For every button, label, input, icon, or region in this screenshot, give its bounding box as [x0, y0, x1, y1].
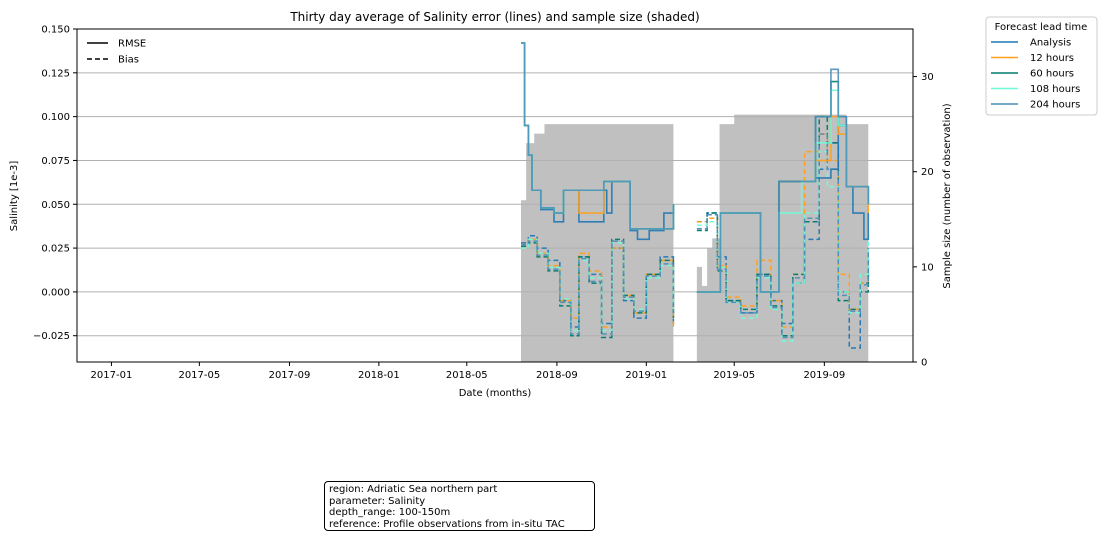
series-legend: Forecast lead time Analysis 12 hours 60 hou…	[985, 16, 1098, 116]
x-tick-label: 2017-05	[178, 370, 220, 381]
legend-label: 204 hours	[1030, 100, 1080, 111]
legend-label: 60 hours	[1030, 69, 1074, 80]
x-axis: 2017-01 2017-05 2017-09 2018-01 2018-05 2018-…	[91, 362, 845, 381]
y-axis: −0.025 0.000 0.025 0.050 0.075 0.100 0.125 0.15…	[33, 25, 77, 342]
y2-tick-label: 0	[921, 358, 927, 369]
y2-tick-label: 20	[921, 167, 934, 178]
x-tick-label: 2018-01	[358, 370, 400, 381]
y-tick-label: 0.000	[41, 287, 70, 298]
y-tick-label: 0.025	[41, 244, 70, 255]
x-tick-label: 2017-01	[91, 370, 133, 381]
y-tick-label: −0.025	[33, 331, 70, 342]
style-legend-label: Bias	[118, 55, 139, 66]
y-axis-label: Salinity [1e-3]	[9, 161, 20, 232]
chart-title: Thirty day average of Salinity error (li…	[289, 10, 699, 24]
legend-label: Analysis	[1030, 38, 1071, 49]
x-tick-label: 2019-01	[625, 370, 667, 381]
x-tick-label: 2018-09	[536, 370, 578, 381]
info-box: region: Adriatic Sea northern part param…	[324, 481, 595, 531]
info-depth: depth_range: 100-150m	[329, 507, 451, 519]
sample-size-block	[521, 124, 674, 363]
x-tick-label: 2019-05	[713, 370, 755, 381]
legend-title: Forecast lead time	[995, 22, 1088, 33]
y-tick-label: 0.050	[41, 200, 70, 211]
legend-label: 12 hours	[1030, 53, 1074, 64]
y2-axis-label: Sample size (number of observation)	[942, 103, 953, 288]
axes-frame	[76, 28, 914, 363]
y2-tick-label: 30	[921, 72, 934, 83]
y2-tick-label: 10	[921, 262, 934, 273]
x-tick-label: 2019-09	[803, 370, 845, 381]
x-tick-label: 2018-05	[446, 370, 488, 381]
legend-label: 108 hours	[1030, 84, 1080, 95]
style-legend-label: RMSE	[118, 39, 146, 50]
y-tick-label: 0.100	[41, 112, 70, 123]
plot-lines	[521, 42, 870, 349]
info-region: region: Adriatic Sea northern part	[329, 484, 498, 495]
x-axis-label: Date (months)	[459, 388, 532, 399]
y-tick-label: 0.075	[41, 156, 70, 167]
rmse-line	[521, 42, 870, 293]
info-parameter: parameter: Salinity	[329, 495, 426, 507]
info-reference: reference: Profile observations from in-…	[329, 518, 565, 530]
y-tick-label: 0.125	[41, 68, 70, 79]
sample-size-area	[521, 114, 869, 363]
bias-line	[521, 133, 870, 339]
y-tick-label: 0.150	[41, 25, 70, 36]
style-legend: RMSE Bias	[87, 39, 146, 66]
y2-axis: 0 10 20 30	[913, 72, 934, 369]
x-tick-label: 2017-09	[269, 370, 311, 381]
